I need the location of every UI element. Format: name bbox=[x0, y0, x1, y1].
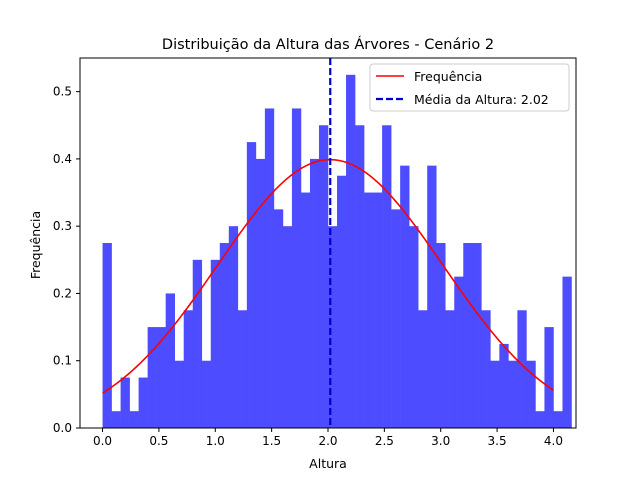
histogram-bar bbox=[400, 165, 410, 428]
histogram-bar bbox=[373, 192, 383, 428]
x-tick-label: 0.0 bbox=[93, 434, 112, 448]
histogram-bar bbox=[219, 243, 230, 428]
histogram-bar bbox=[165, 293, 175, 428]
y-tick-label: 0.2 bbox=[53, 286, 72, 300]
histogram-bar bbox=[264, 108, 275, 428]
histogram-bar bbox=[228, 226, 239, 428]
histogram-bar bbox=[282, 226, 293, 428]
histogram-bar bbox=[201, 360, 212, 428]
histogram-bar bbox=[210, 259, 221, 428]
histogram-bar bbox=[255, 158, 266, 428]
bars-layer bbox=[102, 74, 572, 429]
histogram-bar bbox=[291, 108, 302, 428]
y-tick-label: 0.1 bbox=[53, 354, 72, 368]
histogram-bar bbox=[183, 310, 194, 428]
curve-layer bbox=[102, 158, 554, 394]
histogram-bar bbox=[562, 276, 572, 428]
histogram-bar bbox=[156, 327, 166, 428]
histogram-bar bbox=[508, 360, 518, 428]
histogram-bar bbox=[147, 327, 157, 428]
x-axis-ticks: 0.0 0.5 1.0 1.5 2.0 2.5 3.0 3.5 4.0 bbox=[93, 428, 563, 448]
histogram-bar bbox=[454, 276, 464, 428]
legend-label-frequencia: Frequência bbox=[414, 69, 482, 84]
histogram-bar bbox=[517, 310, 527, 428]
x-tick-label: 1.0 bbox=[206, 434, 225, 448]
chart-title: Distribuição da Altura das Árvores - Cen… bbox=[162, 36, 494, 53]
histogram-bar bbox=[391, 209, 401, 428]
y-tick-label: 0.3 bbox=[53, 219, 72, 233]
histogram-bar bbox=[192, 259, 203, 428]
histogram-bar bbox=[300, 192, 311, 428]
histogram-bar bbox=[246, 142, 257, 428]
y-axis-label: Frequência bbox=[28, 211, 43, 279]
histogram-bar bbox=[120, 377, 130, 428]
x-tick-label: 2.5 bbox=[375, 434, 394, 448]
histogram-bar bbox=[337, 175, 347, 428]
histogram-bar bbox=[174, 360, 185, 428]
x-tick-label: 1.5 bbox=[262, 434, 281, 448]
histogram-bar bbox=[129, 411, 139, 428]
y-tick-label: 0.4 bbox=[53, 152, 72, 166]
histogram-bar bbox=[318, 125, 329, 429]
histogram-bar bbox=[544, 327, 554, 428]
frequency-curve bbox=[102, 158, 554, 394]
histogram-bar bbox=[490, 360, 500, 428]
histogram-bar bbox=[445, 310, 455, 428]
histogram-bar bbox=[382, 125, 392, 429]
histogram-bar bbox=[418, 310, 428, 428]
histogram-bar bbox=[427, 165, 437, 428]
x-tick-label: 3.0 bbox=[431, 434, 450, 448]
legend: Frequência Média da Altura: 2.02 bbox=[369, 63, 570, 112]
histogram-bar bbox=[436, 243, 446, 428]
histogram-bar bbox=[328, 226, 338, 428]
x-tick-label: 3.5 bbox=[488, 434, 507, 448]
histogram-bar bbox=[472, 243, 482, 428]
histogram-bar bbox=[111, 411, 121, 428]
histogram-bar bbox=[526, 360, 536, 428]
y-tick-label: 0.5 bbox=[53, 85, 72, 99]
y-tick-label: 0.0 bbox=[53, 421, 72, 435]
histogram-bar bbox=[102, 243, 112, 428]
legend-box bbox=[369, 63, 570, 112]
legend-label-mean: Média da Altura: 2.02 bbox=[414, 92, 549, 107]
histogram-bar bbox=[481, 310, 491, 428]
histogram-bar bbox=[273, 209, 284, 428]
histogram-bar bbox=[463, 243, 473, 428]
histogram-bar bbox=[355, 125, 365, 429]
x-tick-label: 0.5 bbox=[149, 434, 168, 448]
histogram-bar bbox=[409, 226, 419, 428]
histogram-bar bbox=[237, 310, 248, 428]
x-axis-label: Altura bbox=[309, 456, 347, 471]
histogram-bar bbox=[499, 343, 509, 428]
histogram-bar bbox=[138, 377, 148, 428]
x-tick-label: 2.0 bbox=[318, 434, 337, 448]
histogram-bar bbox=[346, 74, 356, 428]
y-axis-ticks: 0.0 0.1 0.2 0.3 0.4 0.5 bbox=[53, 85, 80, 435]
histogram-bar bbox=[535, 411, 545, 428]
histogram-bar bbox=[309, 158, 320, 428]
x-tick-label: 4.0 bbox=[544, 434, 563, 448]
histogram-bar bbox=[364, 192, 374, 428]
histogram-bar bbox=[553, 411, 563, 428]
